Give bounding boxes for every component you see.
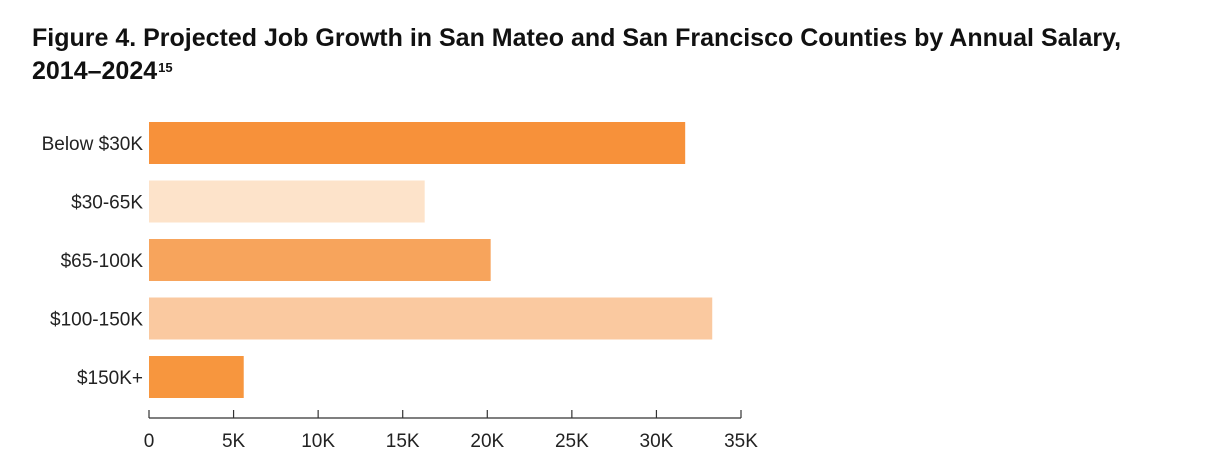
category-label: $100-150K — [50, 310, 143, 331]
x-tick-label: 30K — [640, 431, 674, 452]
chart-title-line2: 2014–2024 — [32, 57, 158, 85]
category-label: Below $30K — [42, 134, 144, 155]
category-label: $30-65K — [71, 193, 143, 214]
x-tick-label: 0 — [144, 431, 155, 452]
x-tick-label: 35K — [724, 431, 758, 452]
chart-title-line1: Figure 4. Projected Job Growth in San Ma… — [32, 24, 1122, 52]
bar-3 — [149, 297, 713, 340]
bar-2 — [149, 239, 491, 281]
x-tick-label: 10K — [301, 431, 335, 452]
title-footnote: 15 — [158, 60, 173, 75]
x-tick-label: 5K — [222, 431, 246, 452]
x-axis-ticks-group: 0 5K 10K 15K 20K 25K 30K 35K — [144, 410, 758, 452]
bars-group — [149, 122, 713, 398]
bar-1 — [149, 180, 425, 223]
category-label: $150K+ — [77, 368, 143, 389]
x-tick-label: 20K — [470, 431, 504, 452]
x-tick-label: 25K — [555, 431, 589, 452]
category-labels-group: Below $30K $30-65K $65-100K $100-150K $150K+ — [42, 134, 144, 389]
x-tick-label: 15K — [386, 431, 420, 452]
category-label: $65-100K — [61, 251, 144, 272]
bar-4 — [149, 356, 244, 398]
chart-title: Figure 4. Projected Job Growth in San Ma… — [32, 22, 1202, 88]
bar-0 — [149, 122, 686, 164]
